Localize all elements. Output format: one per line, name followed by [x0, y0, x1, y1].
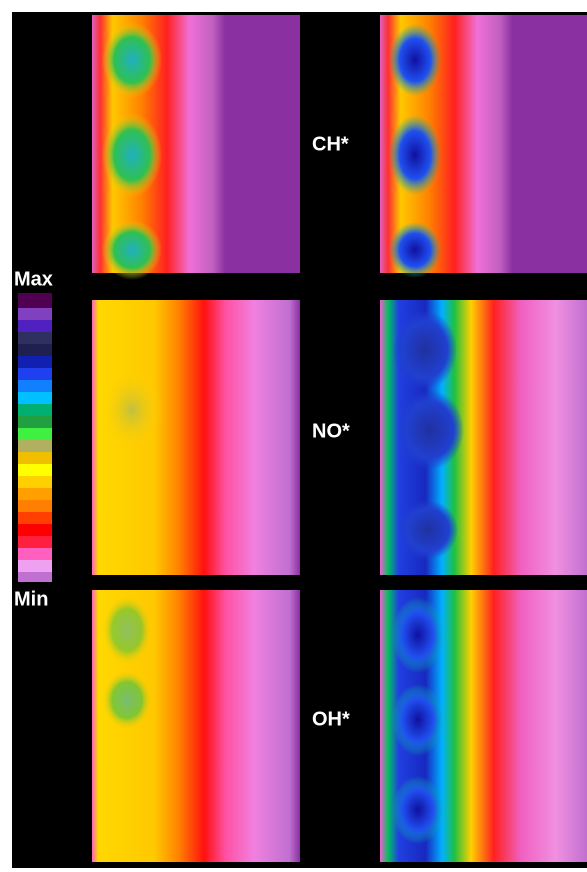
panel: [92, 590, 300, 862]
row-label: OH*: [312, 708, 350, 730]
panel: [380, 15, 587, 278]
panel: [92, 15, 300, 280]
colorbar: [18, 293, 52, 582]
colorbar-min: Min: [14, 588, 48, 610]
colorbar-max: Max: [14, 268, 53, 290]
row-label: NO*: [312, 420, 350, 442]
panel: [380, 300, 587, 575]
panel: [380, 590, 587, 862]
panel: [92, 300, 300, 575]
row-label: CH*: [312, 133, 349, 155]
